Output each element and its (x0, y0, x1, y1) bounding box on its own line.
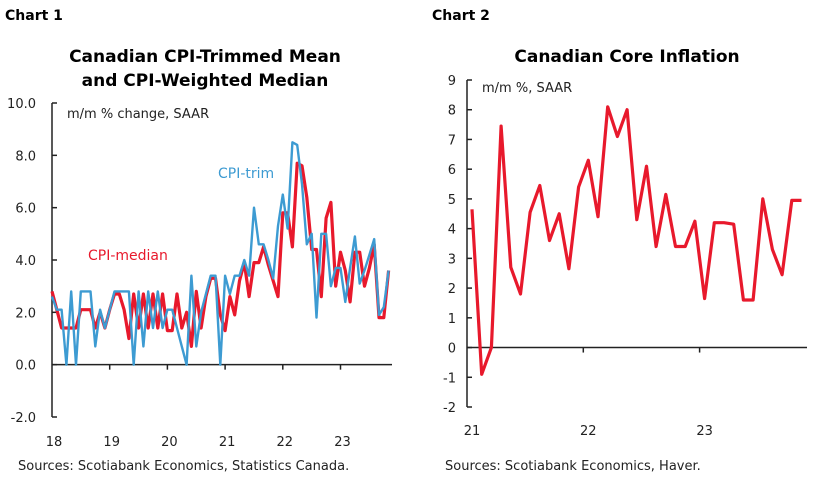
chart-2-unit-note: m/m %, SAAR (482, 81, 572, 96)
y-tick-label: -2.0 (11, 411, 36, 426)
chart-2-title: Canadian Core Inflation (514, 47, 739, 67)
chart-1-title-line-1: Canadian CPI-Trimmed Mean (69, 47, 341, 67)
y-tick-label: 8 (448, 104, 456, 119)
x-tick-label: 21 (219, 435, 236, 450)
x-tick-label: 22 (277, 435, 294, 450)
y-tick-label: 5 (448, 193, 456, 208)
y-tick-label: 6 (448, 163, 456, 178)
legend-cpi-median: CPI-median (88, 248, 168, 264)
x-tick-label: 23 (696, 424, 713, 439)
x-tick-label: 23 (334, 435, 351, 450)
x-tick-label: 19 (103, 435, 120, 450)
y-tick-label: 2 (448, 282, 456, 297)
legend-cpi-trim: CPI-trim (218, 166, 274, 182)
y-tick-label: 4 (448, 223, 456, 238)
chart-2-source: Sources: Scotiabank Economics, Haver. (445, 459, 701, 474)
chart-2: Chart 2 Canadian Core Inflation m/m %, S… (432, 8, 807, 474)
chart-1: Chart 1 Canadian CPI-Trimmed Mean and CP… (5, 8, 392, 474)
x-tick-label: 20 (161, 435, 178, 450)
series-core-inflation-line (470, 105, 802, 376)
x-tick-label: 22 (580, 424, 597, 439)
y-tick-label: 0.0 (15, 359, 36, 374)
y-tick-label: 0 (448, 342, 456, 357)
chart-2-label: Chart 2 (432, 8, 490, 24)
y-tick-label: -1 (443, 371, 456, 386)
y-tick-label: 3 (448, 252, 456, 267)
x-tick-label: 21 (464, 424, 481, 439)
y-tick-label: 8.0 (15, 149, 36, 164)
y-tick-label: 10.0 (7, 97, 36, 112)
y-tick-label: 2.0 (15, 306, 36, 321)
chart-1-source: Sources: Scotiabank Economics, Statistic… (18, 459, 349, 474)
y-tick-label: 9 (448, 74, 456, 89)
y-tick-label: 1 (448, 312, 456, 327)
chart-1-title-line-2: and CPI-Weighted Median (82, 71, 329, 91)
chart-1-unit-note: m/m % change, SAAR (67, 107, 209, 122)
y-tick-label: 4.0 (15, 254, 36, 269)
y-tick-label: 6.0 (15, 202, 36, 217)
y-tick-label: -2 (443, 401, 456, 416)
x-tick-label: 18 (46, 435, 63, 450)
y-tick-label: 7 (448, 133, 456, 148)
chart-1-label: Chart 1 (5, 8, 63, 24)
